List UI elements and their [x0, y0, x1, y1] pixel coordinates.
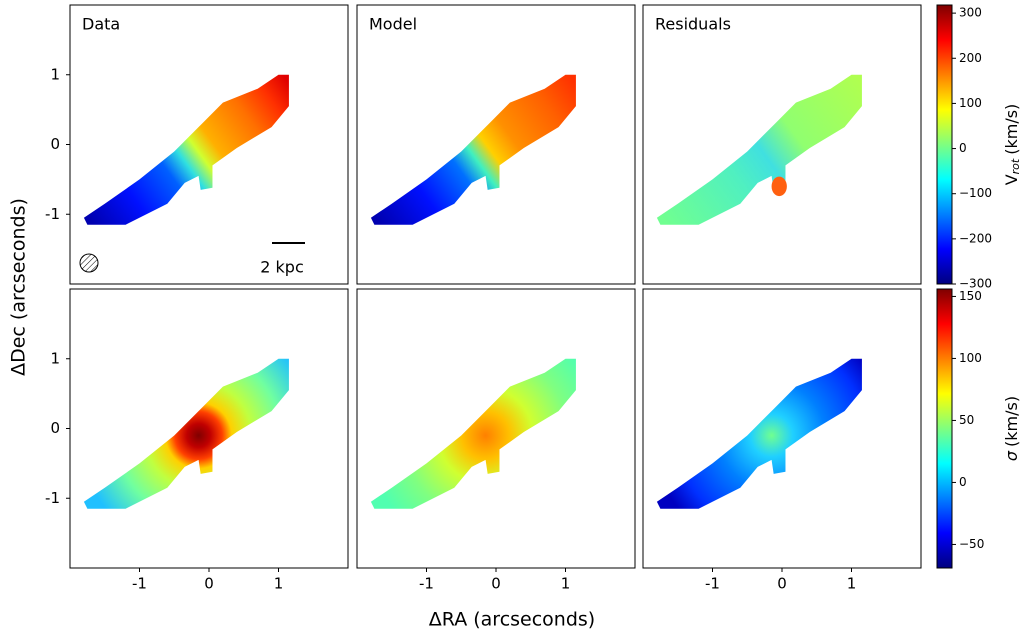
colorbar-tick-label: 0	[959, 141, 967, 155]
y-tick-label: 0	[50, 135, 60, 153]
colorbar-label: σ (km/s)	[1002, 396, 1021, 461]
velocity-map	[83, 358, 289, 509]
colorbar-tick-label: −200	[959, 231, 992, 245]
x-tick-label: 0	[491, 575, 501, 593]
panel-frame	[356, 4, 636, 285]
y-axis-label: ΔDec (arcseconds)	[8, 198, 30, 376]
velocity-map	[370, 358, 576, 509]
x-tick-label: 1	[561, 575, 571, 593]
colorbar-tick-label: −300	[959, 277, 992, 291]
colorbar-tick-label: 50	[959, 413, 974, 427]
colorbar-tick-label: 200	[959, 51, 982, 65]
colorbar-label-part: rot	[1009, 158, 1022, 174]
map-panel	[370, 74, 576, 225]
x-tick-label: 1	[274, 575, 284, 593]
colorbar	[936, 288, 953, 569]
velocity-map	[370, 74, 576, 225]
x-tick-label: 1	[847, 575, 857, 593]
beam	[79, 253, 99, 273]
x-tick-label: -1	[419, 575, 434, 593]
map-panel	[370, 358, 576, 509]
colorbar	[936, 4, 953, 285]
y-tick-label: 1	[50, 65, 60, 83]
panel-title: Data	[82, 15, 120, 34]
map-panel	[83, 74, 289, 225]
colorbar-label-part: (km/s)	[1002, 396, 1021, 447]
colorbar-tick-label: 300	[959, 6, 982, 20]
scale-bar-label: 2 kpc	[260, 258, 303, 277]
x-tick-label: 0	[777, 575, 787, 593]
x-axis-label: ΔRA (arcseconds)	[429, 609, 595, 631]
velocity-map	[83, 74, 289, 225]
y-tick-label: -1	[45, 205, 60, 223]
colorbar-tick-label: 100	[959, 96, 982, 110]
y-tick-label: -1	[45, 489, 60, 507]
colorbar-label-part: σ	[1002, 450, 1021, 461]
map-panel	[83, 358, 289, 509]
colorbar-label-part: (km/s)	[1002, 104, 1021, 155]
x-tick-label: 0	[204, 575, 214, 593]
y-tick-label: 0	[50, 419, 60, 437]
velocity-map	[656, 74, 862, 225]
residual-blob	[771, 176, 787, 197]
panel-frame	[642, 4, 922, 285]
colorbar-label: Vrot (km/s)	[1002, 104, 1023, 186]
panel-title: Residuals	[655, 15, 731, 34]
x-tick-label: -1	[132, 575, 147, 593]
colorbar-tick-label: 0	[959, 475, 967, 489]
colorbar-tick-label: −50	[959, 537, 984, 551]
panel-title: Model	[369, 15, 417, 34]
y-tick-label: 1	[50, 349, 60, 367]
colorbar-tick-label: 100	[959, 351, 982, 365]
colorbar-tick-label: 150	[959, 289, 982, 303]
map-panel	[656, 358, 862, 509]
colorbar-label-part: V	[1002, 174, 1021, 185]
x-tick-label: -1	[705, 575, 720, 593]
velocity-map	[656, 358, 862, 509]
colorbar-tick-label: −100	[959, 186, 992, 200]
map-panel	[656, 74, 862, 225]
